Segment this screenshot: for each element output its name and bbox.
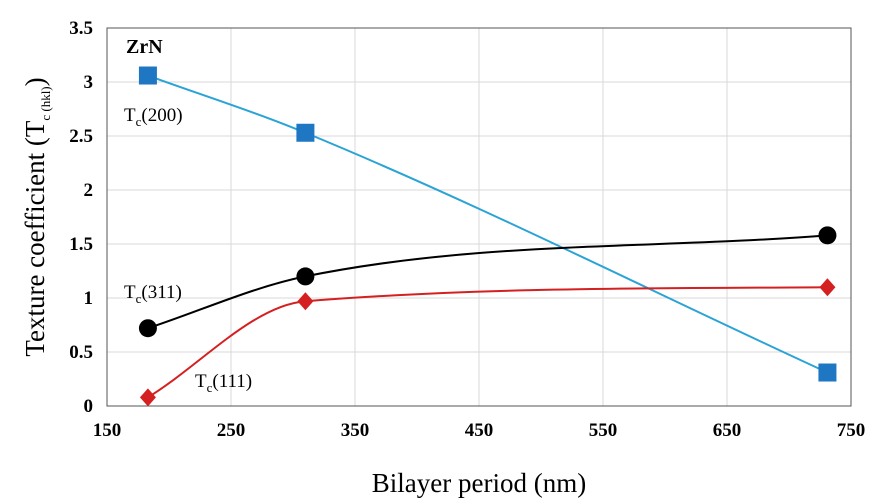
series-label-tc200: Tc(200) [124,105,183,129]
y-axis-title: Texture coefficient (Tc (hkl)) [20,77,53,356]
x-axis-title: Bilayer period (nm) [372,468,586,498]
y-tick-label-0: 0 [84,396,94,417]
series-lines [147,74,828,399]
y-tick-label-1: 0.5 [69,342,93,363]
x-tick-label-4: 550 [589,420,618,441]
point-tc311-1 [296,267,315,286]
y-tick-label-3: 1.5 [69,234,93,255]
point-tc311-0 [138,319,157,338]
point-tc200-0 [138,66,157,85]
y-axis-title-main: Texture coefficient (T [20,120,50,356]
point-tc200-2 [818,363,837,382]
x-tick-label-2: 350 [341,420,370,441]
x-tick-label-3: 450 [465,420,494,441]
series-line-tc200 [147,74,828,374]
plot-frame [106,27,852,407]
series-label-tc111: Tc(111) [195,371,252,395]
y-tick-label-5: 2.5 [69,126,93,147]
y-tick-label-7: 3.5 [69,18,93,39]
x-tick-labels: 150 250 350 450 550 650 750 [93,420,866,441]
series-line-tc311 [147,234,828,330]
grid-lines [106,27,852,407]
series-markers [138,66,837,407]
x-tick-label-0: 150 [93,420,122,441]
x-tick-label-5: 650 [713,420,742,441]
series-label-tc311: Tc(311) [124,282,182,306]
series-line-tc111 [147,286,828,399]
y-tick-label-4: 2 [84,180,94,201]
y-tick-label-2: 1 [84,288,94,309]
x-tick-label-1: 250 [217,420,246,441]
point-tc111-2 [819,278,836,297]
point-tc200-1 [296,123,315,142]
point-tc111-1 [297,292,314,311]
y-tick-label-6: 3 [84,72,94,93]
panel-label: ZrN [126,36,163,58]
y-axis-title-sub: c (hkl) [38,86,53,120]
y-axis-title-tail: ) [20,77,50,86]
y-tick-labels: 0 0.5 1 1.5 2 2.5 3 3.5 [69,18,93,417]
x-tick-label-6: 750 [837,420,866,441]
point-tc111-0 [139,388,156,407]
point-tc311-2 [818,226,837,245]
